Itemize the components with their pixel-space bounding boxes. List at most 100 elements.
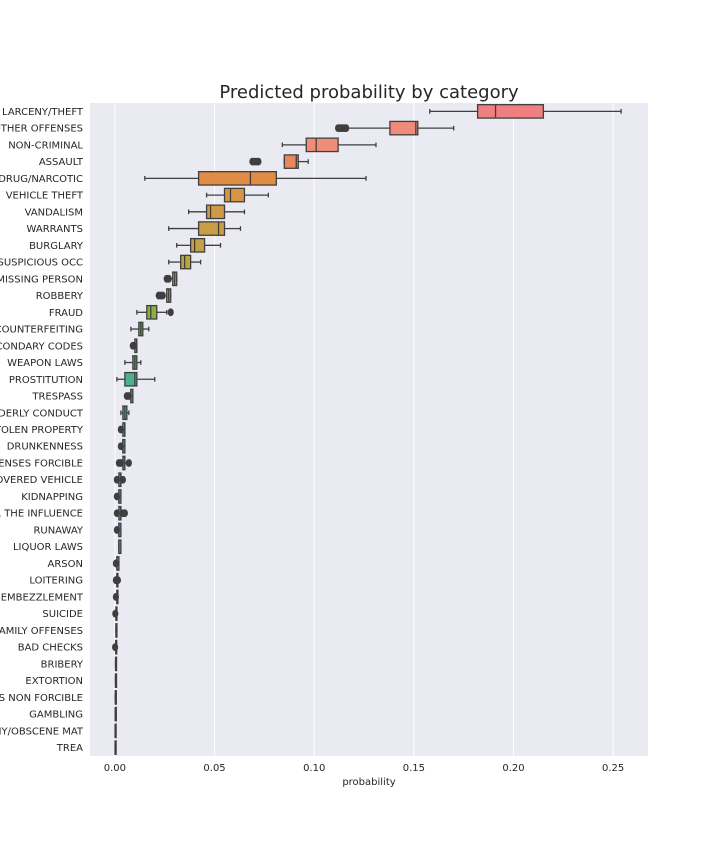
category-label: ASSAULT: [39, 157, 84, 168]
category-label: LIQUOR LAWS: [13, 542, 83, 553]
category-label: RUNAWAY: [33, 525, 83, 536]
plot-area: [90, 103, 648, 756]
x-tick-labels: 0.00 0.05 0.10 0.15 0.20 0.25: [104, 763, 624, 774]
category-label: BAD CHECKS: [18, 643, 83, 654]
category-label: BURGLARY: [29, 241, 84, 252]
category-label: WARRANTS: [27, 224, 83, 235]
box-group: [114, 706, 117, 722]
category-label: FAMILY OFFENSES: [0, 626, 83, 637]
box-group: [163, 271, 178, 287]
outlier-point: [113, 509, 121, 518]
category-label: FRAUD: [49, 308, 83, 319]
category-label: SUSPICIOUS OCC: [0, 258, 83, 269]
box-group: [114, 740, 117, 755]
outlier-point: [119, 475, 126, 484]
category-label: VEHICLE THEFT: [6, 191, 84, 202]
x-tick-label: 0.20: [502, 763, 524, 774]
outlier-point: [125, 459, 132, 467]
category-label: STOLEN PROPERTY: [0, 425, 84, 436]
box-group: [113, 522, 122, 538]
box: [146, 304, 158, 320]
category-label: LARCENY/THEFT: [2, 107, 84, 118]
category-label: EMBEZZLEMENT: [1, 592, 84, 603]
category-label: COUNTERFEITING: [0, 325, 83, 336]
box-group: [112, 556, 120, 571]
box-group: [130, 321, 150, 337]
outlier-point: [112, 643, 119, 652]
box: [389, 120, 419, 136]
box-group: [112, 639, 119, 655]
category-label: MISSING PERSON: [0, 274, 83, 285]
category-label: ARSON: [48, 559, 84, 570]
x-tick-label: 0.10: [303, 763, 325, 774]
category-label: TRESPASS: [31, 392, 83, 403]
category-label: BRIBERY: [41, 659, 84, 670]
box-group: [176, 237, 222, 253]
outlier-point: [113, 475, 121, 484]
box-group: [117, 422, 126, 437]
box-group: [114, 656, 118, 672]
box-group: [114, 673, 118, 689]
box: [180, 254, 192, 270]
category-labels: LARCENY/THEFT OTHER OFFENSES NON-CRIMINAL A…: [0, 107, 84, 754]
category-label: DRUNKENNESS: [7, 442, 83, 453]
box-group: [113, 472, 126, 488]
box-group: [117, 438, 126, 454]
box-group: [116, 371, 156, 387]
box: [124, 371, 138, 387]
outlier-point: [117, 459, 124, 467]
box-group: [129, 338, 138, 354]
category-label: TREA: [56, 743, 83, 754]
outlier-point: [114, 576, 122, 585]
category-label: SECONDARY CODES: [0, 341, 83, 352]
category-label: DRIVING UNDER THE INFLUENCE: [0, 509, 83, 520]
category-label: SUICIDE: [42, 609, 83, 620]
box-group: [429, 104, 622, 119]
category-label: LOITERING: [29, 576, 83, 587]
outlier-point: [121, 509, 128, 518]
box-group: [120, 405, 130, 421]
box-group: [281, 137, 377, 153]
outlier-point: [112, 559, 120, 568]
category-label: DRUG/NARCOTIC: [0, 174, 83, 185]
outlier-point: [159, 291, 166, 300]
outlier-point: [117, 442, 124, 451]
x-tick-label: 0.25: [602, 763, 624, 774]
category-label: NON-CRIMINAL: [8, 140, 83, 151]
box-group: [112, 606, 119, 622]
outlier-point: [165, 274, 172, 283]
category-label: ROBBERY: [36, 291, 84, 302]
box: [476, 104, 545, 119]
outlier-point: [167, 308, 174, 317]
category-label: PROSTITUTION: [9, 375, 83, 386]
category-label: SEX OFFENSES FORCIBLE: [0, 458, 83, 469]
outlier-point: [255, 157, 262, 166]
box-series: [112, 104, 622, 755]
box-group: [136, 304, 174, 320]
outlier-point: [117, 425, 124, 434]
box: [197, 221, 226, 236]
category-label: DISORDERLY CONDUCT: [0, 408, 84, 419]
outlier-point: [130, 341, 137, 350]
box-group: [124, 355, 142, 370]
category-label: GAMBLING: [29, 710, 83, 721]
box: [189, 237, 206, 253]
box-group: [123, 388, 134, 404]
x-tick-label: 0.15: [403, 763, 425, 774]
box-group: [187, 204, 246, 220]
x-tick-label: 0.00: [104, 763, 126, 774]
box-group: [113, 489, 122, 504]
category-label: KIDNAPPING: [21, 492, 83, 503]
outlier-point: [112, 609, 119, 618]
box: [223, 187, 246, 203]
box-group: [168, 254, 202, 270]
category-label: SEX OFFENSES NON FORCIBLE: [0, 693, 83, 704]
x-tick-label: 0.05: [203, 763, 225, 774]
outlier-point: [112, 593, 120, 601]
outlier-point: [113, 526, 121, 534]
box-group: [155, 288, 172, 303]
category-label: WEAPON LAWS: [7, 358, 83, 369]
box-group: [118, 539, 122, 555]
outlier-point: [342, 124, 350, 133]
